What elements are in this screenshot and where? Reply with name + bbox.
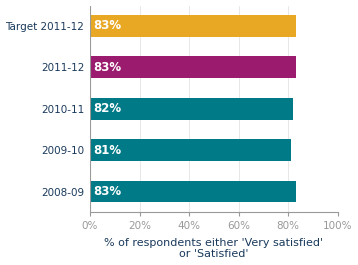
Bar [90,98,293,120]
Text: 81%: 81% [94,144,122,157]
Bar [90,139,291,161]
Bar [90,56,296,78]
Text: 82%: 82% [94,102,122,115]
Bar [90,15,296,37]
Bar [90,181,296,202]
Text: 83%: 83% [94,185,122,198]
Text: 83%: 83% [94,19,122,32]
X-axis label: % of respondents either 'Very satisfied'
or 'Satisfied': % of respondents either 'Very satisfied'… [104,238,323,259]
Text: 83%: 83% [94,61,122,74]
